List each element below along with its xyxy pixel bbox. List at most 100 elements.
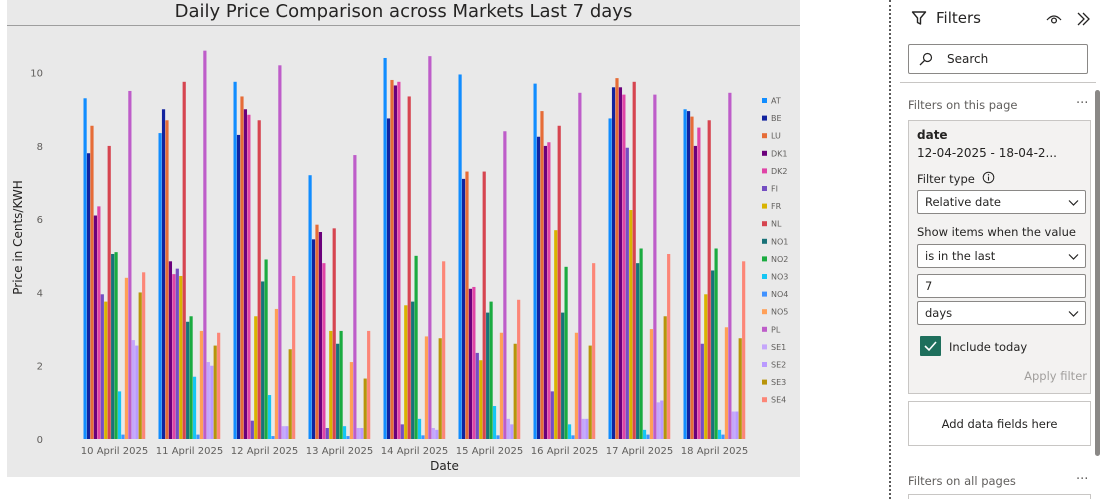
bar [274,308,279,439]
bar [632,81,636,440]
bar [642,429,647,439]
bar [175,268,179,439]
filter-funnel-icon [911,11,927,25]
bar [550,391,554,439]
condition-dropdown[interactable]: is in the last [917,244,1086,268]
legend-swatch [762,221,767,227]
add-data-fields-well[interactable]: Add data fields here [908,401,1091,446]
y-tick-label: 2 [37,362,43,373]
amount-input[interactable] [917,274,1086,298]
info-icon[interactable] [982,171,995,184]
legend-label: SE3 [771,378,786,387]
bar [261,281,265,439]
bar [254,316,258,439]
bar [489,301,493,439]
y-tick-label: 4 [37,288,43,299]
bar [186,321,190,439]
bar [438,338,442,439]
bar [400,424,404,439]
bar [83,98,87,439]
bar [172,274,176,439]
all-filters-more-icon[interactable]: ··· [1076,472,1089,487]
pane-separator [900,82,1096,83]
legend-label: NO2 [771,255,788,264]
bar [247,114,251,440]
bar [742,261,746,439]
bar [435,429,439,439]
bar [311,239,316,439]
bar [414,255,418,439]
bar [336,343,340,439]
all-pages-filter-well[interactable] [908,494,1091,499]
bar [271,436,275,439]
apply-filter-button[interactable]: Apply filter [1024,369,1087,383]
legend-label: SE4 [771,396,786,405]
bar [86,153,91,440]
legend-label: FR [771,202,782,211]
eye-visibility-icon[interactable] [1046,11,1062,27]
bar [615,78,619,439]
bar [206,362,210,439]
legend-swatch [762,309,767,315]
legend-label: NO3 [771,273,788,282]
bar [513,343,517,439]
bar [574,332,579,439]
bar [667,253,671,439]
bar [264,259,268,439]
bar [308,175,312,439]
bar [329,330,333,439]
bar [128,90,132,439]
bar [486,312,490,439]
bar [731,411,735,439]
bar [639,248,643,439]
legend-label: AT [771,97,781,106]
filters-scrollbar-thumb[interactable] [1095,90,1100,456]
bar [561,312,565,439]
bar [442,261,446,439]
bar [404,305,408,439]
bar [686,111,691,439]
bar [203,50,207,440]
bar [138,292,142,439]
bar [257,120,261,439]
legend-label: NO1 [771,237,788,246]
bar [131,340,135,439]
bar [217,332,221,439]
bar [342,426,347,439]
bar [236,134,241,440]
bar [738,338,742,439]
unit-dropdown[interactable]: days [917,301,1086,325]
legend-swatch [762,203,767,209]
collapse-pane-icon[interactable] [1075,11,1091,27]
bar [121,434,125,439]
bar [285,426,289,439]
bar [142,272,146,439]
page-filters-more-icon[interactable]: ··· [1076,96,1089,111]
bar [278,65,282,439]
bar [693,145,698,439]
bar [625,147,629,440]
bar [496,435,500,439]
checkmark-icon [924,341,937,352]
bar [700,343,704,439]
include-today-checkbox[interactable] [920,336,941,356]
filter-search-box[interactable] [908,44,1088,74]
filter-field-name: date [917,128,948,142]
bar [697,127,701,439]
filter-type-dropdown[interactable]: Relative date [917,190,1086,214]
legend-swatch [762,115,767,121]
legend-swatch [762,326,767,332]
bar [629,210,633,439]
legend-swatch [762,98,767,103]
chart-visual[interactable]: 0 2 4 6 8 10 Price in Cents/KWH 10 April 2025 11… [7,0,800,477]
x-tick-label: 15 April 2025 [456,446,523,457]
bar [536,136,541,439]
date-filter-card[interactable]: date 12-04-2025 - 18-04-2... Filter type… [908,120,1091,394]
bar [578,92,582,439]
bar [683,109,687,440]
x-axis-title: Date [430,459,459,473]
bar [479,360,483,439]
search-input[interactable] [947,50,1077,68]
bar [367,330,371,439]
bar [353,155,357,439]
